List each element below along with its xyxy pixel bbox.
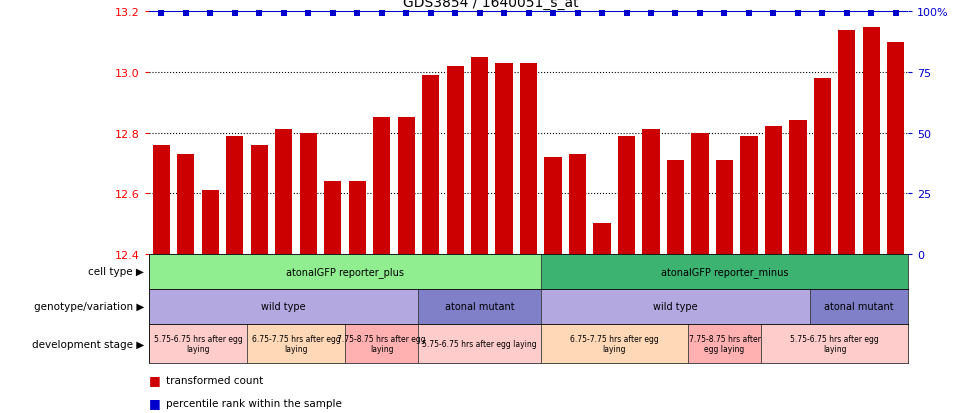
Bar xyxy=(691,133,708,254)
Bar xyxy=(740,136,757,254)
Bar xyxy=(814,79,831,254)
Bar xyxy=(496,64,512,254)
Bar xyxy=(422,76,439,254)
Bar xyxy=(541,324,688,363)
Bar xyxy=(149,254,541,289)
Bar xyxy=(643,130,659,254)
Bar xyxy=(887,43,904,254)
Text: genotype/variation ▶: genotype/variation ▶ xyxy=(34,301,144,312)
Text: 5.75-6.75 hrs after egg laying: 5.75-6.75 hrs after egg laying xyxy=(422,339,537,348)
Text: 5.75-6.75 hrs after egg
laying: 5.75-6.75 hrs after egg laying xyxy=(790,334,879,354)
Text: 6.75-7.75 hrs after egg
laying: 6.75-7.75 hrs after egg laying xyxy=(570,334,658,354)
Bar xyxy=(667,160,684,254)
Bar xyxy=(251,145,268,254)
Bar xyxy=(863,28,880,254)
Bar xyxy=(838,31,855,254)
Bar xyxy=(418,324,541,363)
Bar xyxy=(471,58,488,254)
Bar xyxy=(569,154,586,254)
Text: 7.75-8.75 hrs after egg
laying: 7.75-8.75 hrs after egg laying xyxy=(337,334,426,354)
Bar xyxy=(594,224,610,254)
Bar xyxy=(345,324,418,363)
Bar xyxy=(761,324,908,363)
Text: cell type ▶: cell type ▶ xyxy=(88,266,144,277)
Bar xyxy=(300,133,317,254)
Bar xyxy=(810,289,908,324)
Bar xyxy=(765,127,782,254)
Text: 7.75-8.75 hrs after
egg laying: 7.75-8.75 hrs after egg laying xyxy=(688,334,760,354)
Bar xyxy=(541,289,810,324)
Text: development stage ▶: development stage ▶ xyxy=(32,339,144,349)
Bar xyxy=(520,64,537,254)
Text: 5.75-6.75 hrs after egg
laying: 5.75-6.75 hrs after egg laying xyxy=(154,334,242,354)
Text: ■: ■ xyxy=(149,373,160,387)
Bar xyxy=(418,289,541,324)
Bar xyxy=(688,324,761,363)
Bar xyxy=(149,324,247,363)
Text: atonalGFP reporter_plus: atonalGFP reporter_plus xyxy=(285,266,404,277)
Text: wild type: wild type xyxy=(653,301,698,312)
Bar xyxy=(324,182,341,254)
Text: atonal mutant: atonal mutant xyxy=(825,301,894,312)
Text: transformed count: transformed count xyxy=(166,375,263,385)
Bar xyxy=(716,160,733,254)
Text: atonal mutant: atonal mutant xyxy=(445,301,514,312)
Bar xyxy=(149,289,418,324)
Text: 6.75-7.75 hrs after egg
laying: 6.75-7.75 hrs after egg laying xyxy=(252,334,340,354)
Bar xyxy=(789,121,806,254)
Bar xyxy=(398,118,415,254)
Bar xyxy=(153,145,170,254)
Text: percentile rank within the sample: percentile rank within the sample xyxy=(166,398,342,408)
Text: wild type: wild type xyxy=(261,301,306,312)
Text: ■: ■ xyxy=(149,396,160,409)
Bar xyxy=(349,182,366,254)
Text: atonalGFP reporter_minus: atonalGFP reporter_minus xyxy=(661,266,788,277)
Bar xyxy=(226,136,243,254)
Bar xyxy=(447,67,463,254)
Bar xyxy=(618,136,635,254)
Bar xyxy=(545,157,561,254)
Bar xyxy=(373,118,390,254)
Bar xyxy=(275,130,292,254)
Bar xyxy=(202,190,219,254)
Title: GDS3854 / 1640051_s_at: GDS3854 / 1640051_s_at xyxy=(403,0,579,10)
Bar xyxy=(541,254,908,289)
Bar xyxy=(177,154,194,254)
Bar xyxy=(247,324,345,363)
